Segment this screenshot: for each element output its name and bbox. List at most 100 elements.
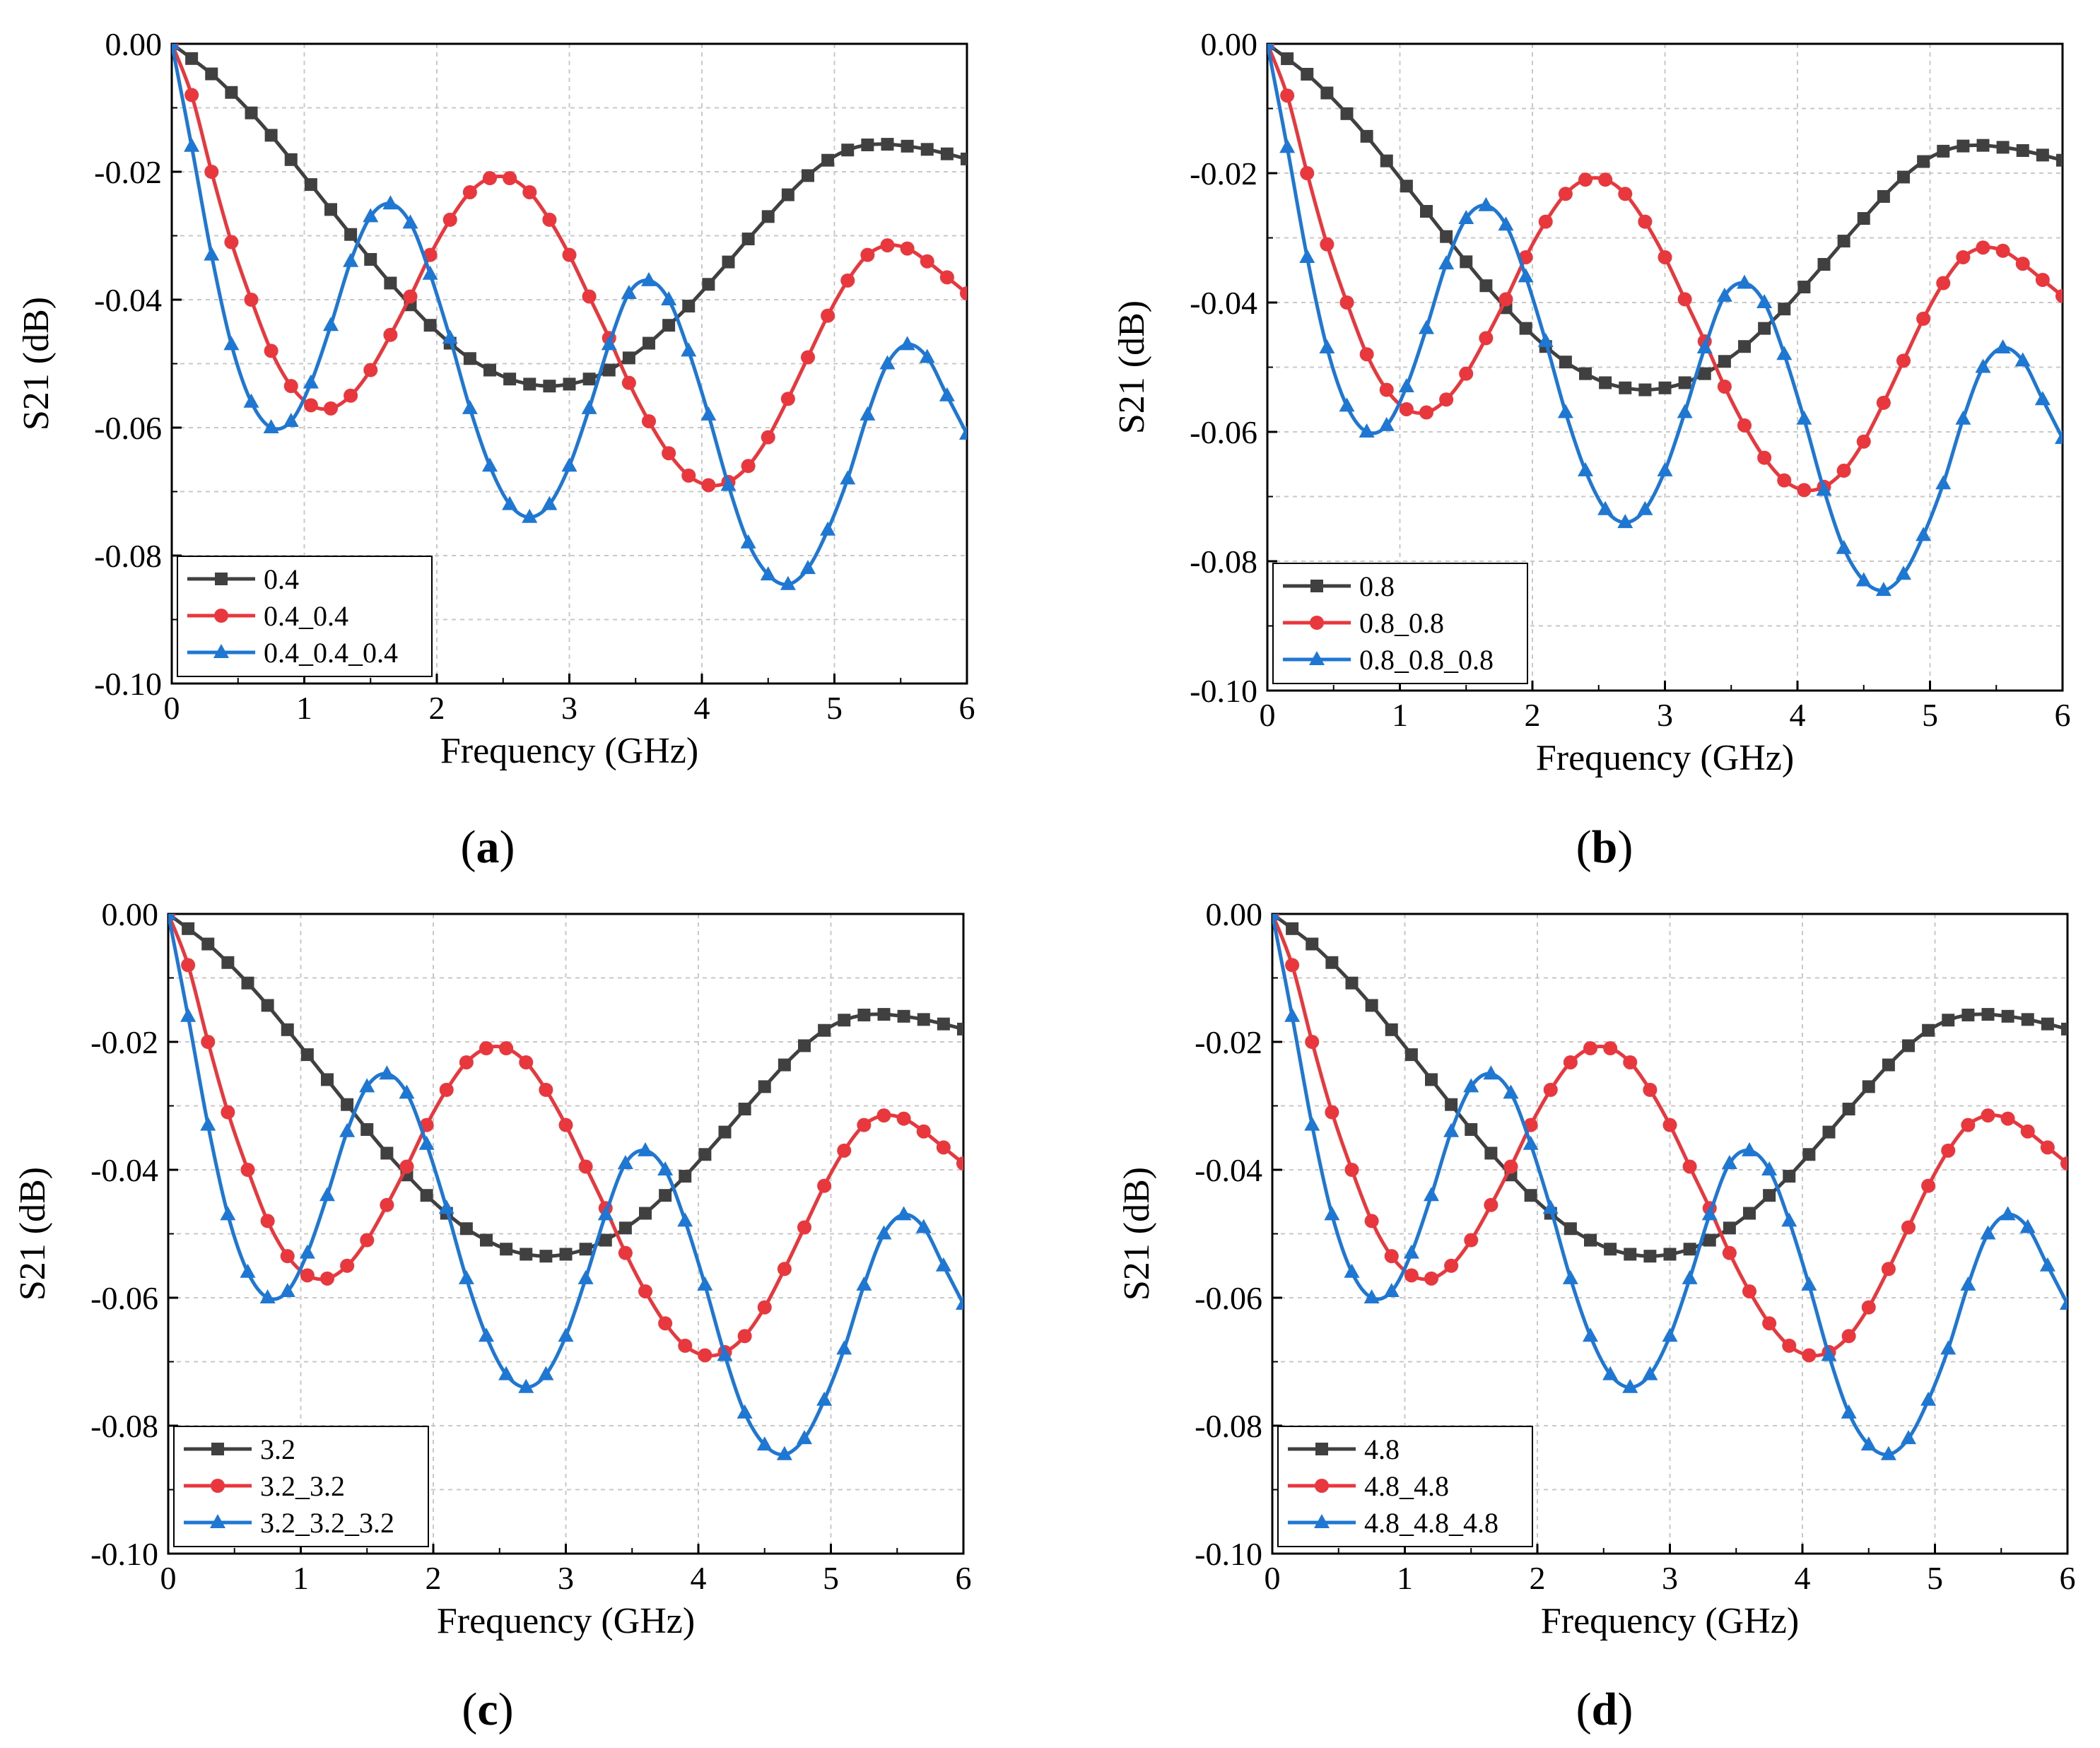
data-point-square xyxy=(579,1243,592,1256)
y-tick-label: 0.00 xyxy=(105,26,163,62)
data-point-square xyxy=(281,1023,294,1036)
x-axis-title: Frequency (GHz) xyxy=(1541,1601,1799,1641)
data-point-circle xyxy=(2020,1124,2035,1139)
data-point-square xyxy=(341,1098,354,1111)
x-tick-label: 0 xyxy=(164,690,180,726)
data-point-square xyxy=(602,363,616,377)
data-point-square xyxy=(264,129,278,142)
data-point-triangle xyxy=(438,1199,454,1214)
data-point-triangle xyxy=(899,336,915,351)
data-point-square xyxy=(225,86,238,99)
x-tick-label: 3 xyxy=(1662,1560,1678,1596)
legend: 0.8 0.8_0.8 0.8_0.8_0.8 xyxy=(1272,563,1528,684)
legend: 4.8 4.8_4.8 4.8_4.8_4.8 xyxy=(1277,1426,1533,1547)
data-point-circle xyxy=(1419,405,1433,420)
data-point-circle xyxy=(638,1284,652,1298)
data-point-square xyxy=(1723,1221,1736,1235)
data-point-triangle xyxy=(1324,1206,1340,1221)
data-point-triangle xyxy=(2060,1296,2067,1310)
data-point-circle xyxy=(1682,1159,1697,1174)
data-point-square xyxy=(1957,139,1970,153)
data-point-circle xyxy=(1325,1105,1339,1120)
legend-entry-label: 0.8 xyxy=(1359,570,1395,602)
data-point-square xyxy=(582,373,596,386)
x-tick-label: 6 xyxy=(959,690,975,726)
data-point-triangle xyxy=(283,412,299,427)
data-point-circle xyxy=(419,1118,434,1132)
data-point-circle xyxy=(1459,366,1474,381)
data-point-square xyxy=(384,276,397,290)
y-tick-label: -0.04 xyxy=(1190,285,1257,321)
data-point-triangle xyxy=(1796,410,1812,425)
legend-entry-label: 0.4_0.4_0.4 xyxy=(264,637,398,669)
data-point-triangle xyxy=(860,406,876,421)
data-point-square xyxy=(802,169,814,182)
data-point-circle xyxy=(1404,1268,1419,1283)
data-point-circle xyxy=(876,1108,891,1123)
data-point-triangle xyxy=(323,317,339,332)
data-point-triangle xyxy=(876,1225,892,1240)
legend-entry-label: 0.4_0.4 xyxy=(264,600,348,632)
data-point-square xyxy=(1584,1233,1597,1247)
data-point-square xyxy=(1783,1170,1796,1183)
data-point-circle xyxy=(499,1041,514,1056)
data-point-triangle xyxy=(382,195,399,210)
data-point-circle xyxy=(204,165,219,179)
y-axis-title: S21 (dB) xyxy=(16,297,57,430)
data-point-circle xyxy=(2000,1111,2015,1126)
data-point-triangle xyxy=(1721,1154,1737,1169)
data-point-square xyxy=(1519,322,1532,335)
data-point-triangle xyxy=(2034,391,2051,406)
data-point-triangle xyxy=(339,1122,356,1137)
data-point-triangle xyxy=(479,1327,494,1342)
data-point-square xyxy=(2021,1013,2034,1026)
data-point-triangle xyxy=(2039,1257,2055,1272)
data-point-triangle xyxy=(1955,410,1971,425)
data-point-square xyxy=(1718,355,1731,368)
data-point-circle xyxy=(1782,1338,1797,1353)
data-point-triangle xyxy=(204,246,220,261)
data-point-triangle xyxy=(319,1187,335,1202)
data-point-circle xyxy=(1623,1055,1638,1069)
series-group xyxy=(1272,914,2067,1460)
data-point-circle xyxy=(1777,473,1792,488)
data-point-square xyxy=(1758,322,1771,335)
data-point-circle xyxy=(698,1348,712,1363)
data-point-square xyxy=(241,976,254,990)
data-point-square xyxy=(520,1248,533,1261)
data-point-circle xyxy=(1320,237,1335,252)
y-tick-label: 0.00 xyxy=(1206,896,1263,932)
data-point-triangle xyxy=(836,1340,852,1355)
data-point-triangle xyxy=(1583,1327,1598,1342)
data-point-triangle xyxy=(1637,500,1653,515)
data-point-square xyxy=(2016,143,2029,157)
data-point-triangle xyxy=(1896,565,1911,580)
data-point-triangle xyxy=(638,1142,653,1156)
panel-label: (c) xyxy=(462,1684,513,1735)
data-point-circle xyxy=(2040,1140,2055,1155)
data-point-circle xyxy=(1976,240,1990,255)
legend: 0.4 0.4_0.4 0.4_0.4_0.4 xyxy=(177,556,433,677)
data-point-square xyxy=(1404,1048,1418,1062)
data-point-square xyxy=(1365,999,1378,1012)
data-point-triangle xyxy=(2014,352,2031,367)
data-point-square xyxy=(1440,230,1453,243)
data-point-triangle xyxy=(1662,1327,1678,1342)
x-tick-label: 5 xyxy=(823,1560,839,1596)
data-point-circle xyxy=(1543,1082,1558,1097)
data-point-triangle xyxy=(462,399,478,414)
data-point-square xyxy=(1937,144,1950,158)
data-point-circle xyxy=(1285,958,1300,973)
data-point-square xyxy=(185,52,199,65)
y-tick-label: -0.08 xyxy=(90,1408,158,1444)
data-point-triangle xyxy=(896,1206,912,1221)
legend-entry-label: 0.8_0.8 xyxy=(1359,607,1444,639)
data-point-square xyxy=(1420,204,1433,218)
data-point-circle xyxy=(582,289,597,304)
chart-panel-a: 0 1 2 3 4 5 6 0.00 -0.02 -0.04 -0.06 -0.08 -0.10 Freq… xyxy=(16,26,975,873)
data-point-circle xyxy=(939,270,954,285)
data-point-triangle xyxy=(800,560,816,575)
y-tick-label: 0.00 xyxy=(1201,26,1258,62)
data-point-triangle xyxy=(956,1296,963,1310)
data-point-square xyxy=(1797,281,1811,294)
